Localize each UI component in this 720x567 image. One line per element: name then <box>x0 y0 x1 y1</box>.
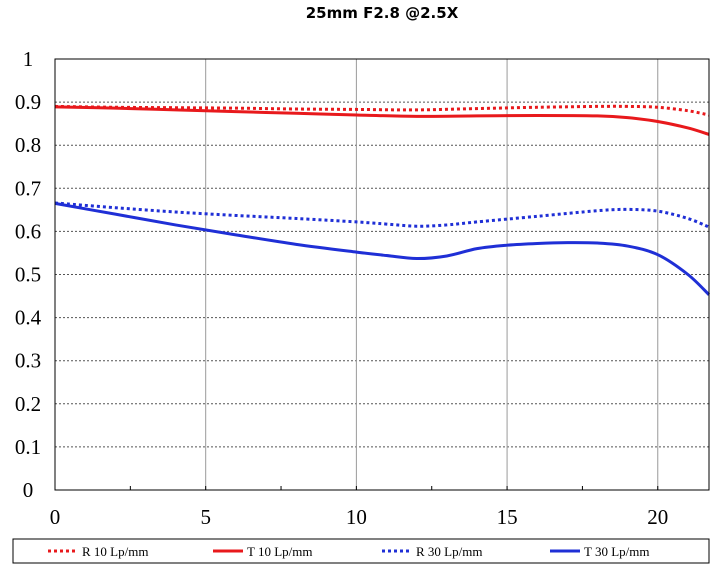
legend-label: R 10 Lp/mm <box>82 544 148 559</box>
x-tick-label: 10 <box>346 505 367 529</box>
series-line-2 <box>54 201 710 229</box>
y-tick-label: 0.1 <box>15 435 41 459</box>
grid <box>55 59 709 490</box>
chart-title: 25mm F2.8 @2.5X <box>306 4 459 22</box>
series-line-0 <box>54 104 710 117</box>
x-tick-label: 15 <box>497 505 518 529</box>
x-tick-label: 5 <box>200 505 211 529</box>
plot-frame <box>54 58 710 491</box>
x-tick-label: 0 <box>50 505 61 529</box>
y-tick-label: 0.7 <box>15 176 41 200</box>
y-tick-label: 0 <box>23 478 34 502</box>
y-tick-label: 0.8 <box>15 133 41 157</box>
x-tick-label: 20 <box>647 505 668 529</box>
y-tick-label: 0.5 <box>15 263 41 287</box>
series-lines <box>54 104 711 296</box>
series-line-3 <box>54 201 711 296</box>
legend: R 10 Lp/mm T 10 Lp/mm R 30 Lp/mm T 30 Lp/mm <box>12 538 710 564</box>
y-tick-label: 0.4 <box>15 306 42 330</box>
y-tick-label: 1 <box>23 47 34 71</box>
legend-label: R 30 Lp/mm <box>416 544 482 559</box>
y-tick-label: 0.3 <box>15 349 41 373</box>
y-tick-label: 0.2 <box>15 392 41 416</box>
axis-ticks: 00.10.20.30.40.50.60.70.80.910 5 10 15 20 <box>15 47 668 529</box>
y-tick-label: 0.6 <box>15 219 41 243</box>
legend-label: T 10 Lp/mm <box>247 544 312 559</box>
legend-label: T 30 Lp/mm <box>584 544 649 559</box>
legend-box <box>12 538 710 564</box>
y-tick-label: 0.9 <box>15 90 41 114</box>
series-line-1 <box>54 105 710 136</box>
